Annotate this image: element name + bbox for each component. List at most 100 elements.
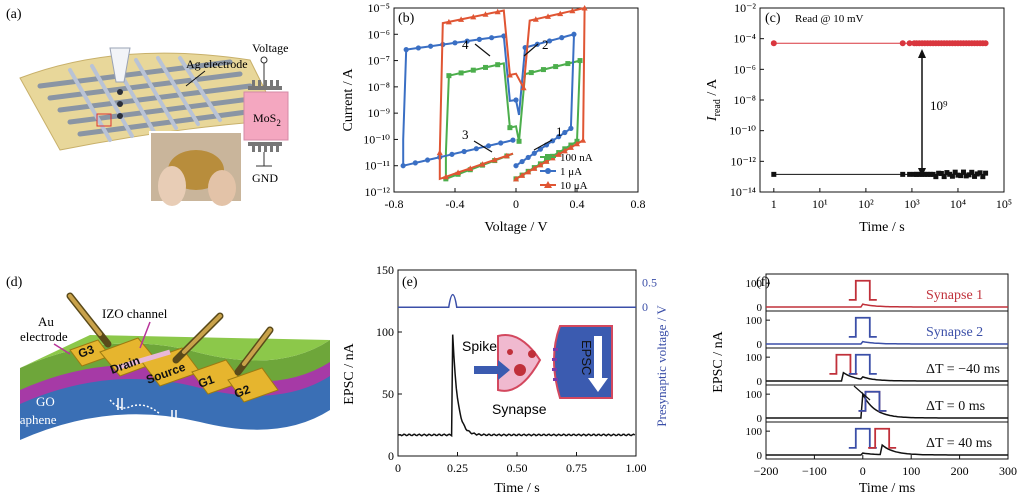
point-10uA [537, 161, 544, 168]
point-off [900, 171, 906, 177]
row-y-tick-label: 0 [757, 376, 763, 388]
point-on [770, 40, 777, 47]
point-1uA [510, 137, 516, 143]
y-tick-label: 10⁻¹¹ [364, 159, 390, 173]
point-10uA [470, 13, 477, 20]
point-10uA [561, 147, 568, 154]
row-pulse-1 [848, 279, 877, 301]
point-100nA [577, 58, 583, 64]
point-off [914, 171, 920, 177]
top-electrode-icon [248, 80, 282, 90]
point-off [960, 169, 966, 175]
y-tick-label: 150 [376, 263, 394, 277]
x-tick-label: 0 [513, 197, 519, 211]
annot-4: 4 [462, 37, 469, 52]
chart-e: (e) EPSC / nA Presynaptic voltage / V Ti… [342, 263, 669, 496]
chart-f-label: (f) [756, 275, 770, 290]
curve-1uA [402, 32, 576, 167]
ag-arrow-icon [185, 70, 206, 87]
point-off [952, 169, 958, 175]
legend-marker-10uA [544, 181, 552, 188]
point-off [936, 170, 942, 176]
point-1uA [476, 36, 482, 43]
y-tick-label: 10⁻¹⁴ [730, 185, 756, 199]
x-tick-label: 0.8 [631, 197, 646, 211]
point-10uA [506, 71, 513, 78]
x-tick-label: 300 [999, 464, 1017, 478]
point-1uA [498, 140, 504, 146]
point-1uA [461, 148, 467, 155]
point-10uA [574, 140, 580, 147]
chart-c-xlabel: Time / s [859, 220, 904, 235]
pet-label: PET [128, 434, 151, 449]
legend-10uA: 10 μA [560, 180, 588, 192]
point-1uA [559, 35, 565, 41]
point-100nA [458, 70, 464, 76]
point-1uA [489, 35, 495, 41]
legend-100nA: 100 nA [560, 152, 593, 164]
point-off [969, 169, 975, 175]
point-off [955, 172, 961, 178]
point-off [916, 171, 922, 177]
point-10uA [531, 165, 538, 171]
row-y-tick-label: 100 [746, 352, 763, 364]
point-1uA [546, 38, 553, 44]
point-1uA [562, 129, 568, 136]
go-label: GO [36, 394, 55, 409]
au-label-2: electrode [20, 329, 68, 344]
annot-3: 3 [462, 127, 469, 142]
point-100nA [495, 62, 501, 68]
chart-c-ylabel: Iread / A [705, 78, 723, 122]
gnd-label: GND [252, 171, 278, 185]
row-y-tick-label: 100 [746, 389, 763, 401]
row-y-tick-label: 0 [757, 339, 763, 351]
row-pulse-3 [848, 353, 877, 375]
row-trace-4 [766, 391, 1008, 419]
point-1uA [550, 138, 556, 144]
ag-electrode-label: Ag electrode [186, 57, 248, 71]
y-tick-label: 10⁻⁶ [733, 62, 756, 76]
izo-label: IZO channel [102, 306, 168, 321]
x-tick-label: 10⁵ [996, 197, 1012, 211]
point-on [982, 40, 989, 47]
point-on [906, 40, 913, 47]
point-off [963, 173, 969, 179]
point-10uA [482, 11, 489, 17]
x-tick-label: 0 [395, 461, 401, 475]
point-1uA [568, 125, 574, 131]
probe-tip-icon [109, 47, 131, 83]
x-tick-label: −200 [754, 464, 779, 478]
point-10uA [557, 10, 564, 17]
ratio-arrow [918, 49, 926, 177]
y-tick-label: 10⁻⁸ [367, 80, 390, 94]
y2-tick-label: 0 [642, 300, 648, 314]
point-10uA [543, 158, 550, 164]
inset-epsc-label: EPSC [579, 340, 594, 375]
annot-2: 2 [542, 37, 549, 52]
point-1uA [531, 150, 537, 156]
point-10uA [491, 156, 498, 163]
point-on [899, 40, 906, 47]
mos2-layer [243, 91, 289, 141]
y-tick-label: 50 [382, 387, 394, 401]
spike-arrow-icon [474, 360, 510, 380]
legend-marker-1uA [545, 168, 551, 174]
point-10uA [467, 165, 474, 171]
x-tick-label: 10¹ [812, 197, 828, 211]
x-tick-label: -0.8 [385, 197, 404, 211]
point-10uA [479, 161, 486, 167]
row-label-5: ΔT = 40 ms [926, 436, 992, 451]
capacitor-icon [117, 398, 177, 422]
row-pulse-4 [858, 390, 887, 412]
point-1uA [525, 154, 531, 161]
point-off [974, 171, 980, 177]
point-off [938, 170, 944, 176]
point-100nA [565, 61, 571, 67]
voltage-label: Voltage [252, 41, 288, 55]
chart-f-xlabel: Time / ms [859, 481, 915, 496]
panel-a-label: (a) [6, 7, 22, 22]
point-100nA [483, 64, 488, 70]
inset-spike-label: Spike [462, 338, 497, 354]
x-tick-label: 0.4 [570, 197, 585, 211]
chart-b-label: (b) [398, 11, 415, 26]
